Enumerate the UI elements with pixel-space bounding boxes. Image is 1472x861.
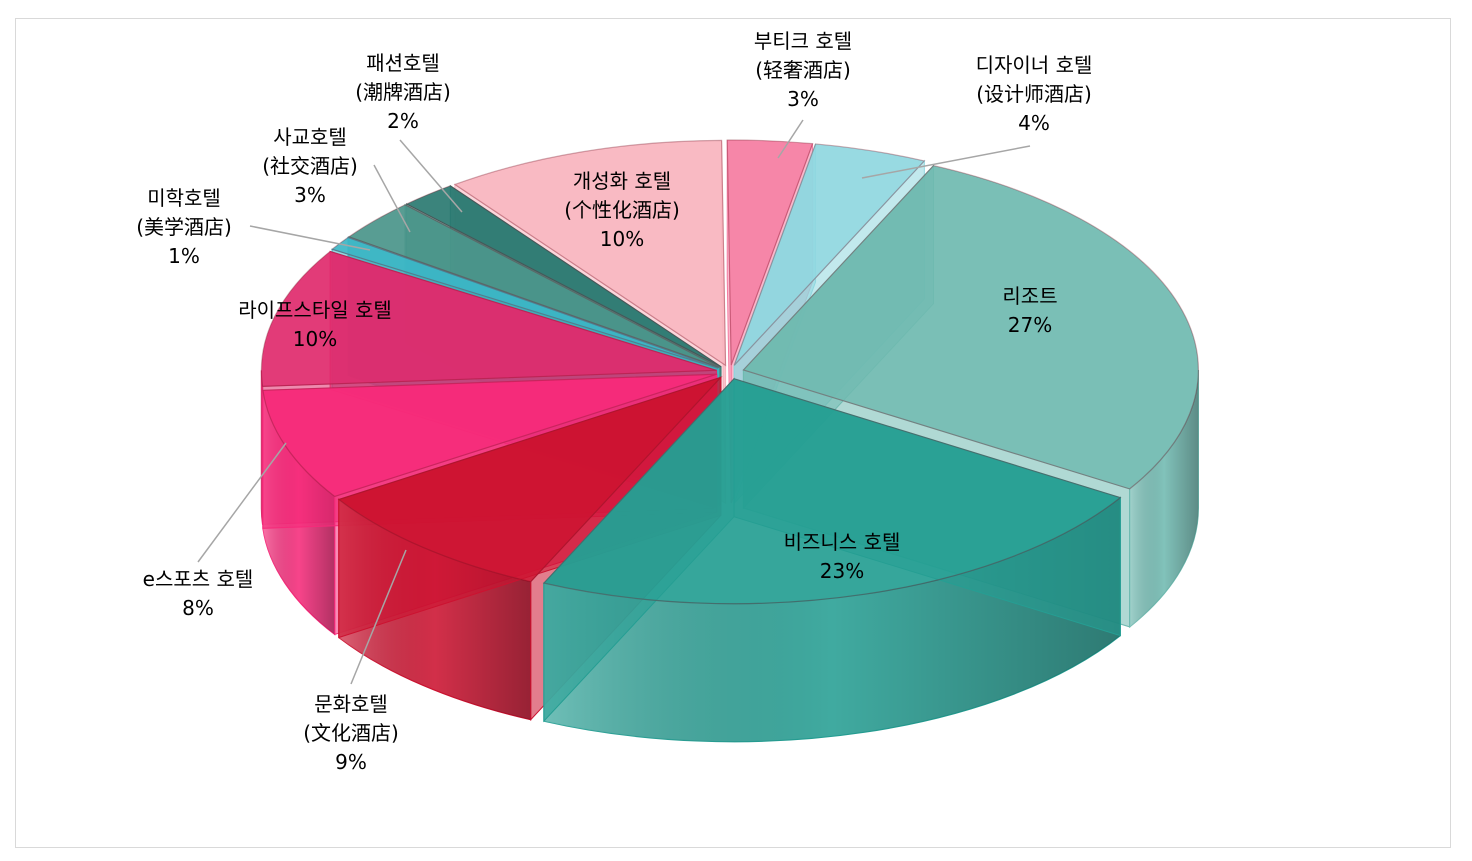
data-label-10: 개성화 호텔 (个性化酒店) 10% [564,169,680,251]
data-label-1: 디자이너 호텔 (设计师酒店) 4% [976,53,1093,135]
slice-5 [262,373,717,498]
slice-percent: 4% [1018,111,1050,135]
data-label-9: 패션호텔 (潮牌酒店) 2% [355,51,451,133]
slice-subname: (社交酒店) [262,154,358,178]
slice-side-shade-2 [1129,369,1199,627]
slice-side-shade-3 [543,497,1121,742]
slice-percent: 1% [168,244,200,268]
slice-percent: 3% [294,183,326,207]
slice-percent: 10% [600,227,644,251]
data-label-8: 사교호텔 (社交酒店) 3% [262,125,358,207]
slice-name: 부티크 호텔 [754,29,852,53]
slice-percent: 23% [820,559,864,583]
data-labels: 부티크 호텔 (轻奢酒店) 3% 디자이너 호텔 (设计师酒店) 4% 리조트 27% 비즈니스… [136,29,1092,774]
slice-4 [337,376,723,583]
slice-name: 개성화 호텔 [573,169,671,193]
slice-tops [260,139,1199,605]
leader-lines [197,119,1031,685]
slice-percent: 3% [787,87,819,111]
slice-subname: (文化酒店) [303,721,399,745]
slice-percent: 10% [293,327,337,351]
leader-line-1 [861,145,1031,179]
data-label-0: 부티크 호텔 (轻奢酒店) 3% [754,29,852,111]
slice-name: 문화호텔 [314,692,388,716]
slice-9 [405,185,722,368]
slice-10 [453,139,727,367]
data-label-5: e스포츠 호텔 8% [143,567,254,620]
slice-name: 미학호텔 [147,186,221,210]
data-label-4: 문화호텔 (文化酒店) 9% [303,692,399,774]
leader-line-5 [197,442,287,563]
slice-subname: (个性化酒店) [564,198,680,222]
leader-line-0 [777,119,804,159]
slice-name: 디자이너 호텔 [976,53,1093,77]
slice-name: e스포츠 호텔 [143,567,254,591]
slice-name: 비즈니스 호텔 [784,530,901,554]
leader-line-8 [373,164,411,233]
data-label-6: 라이프스타일 호텔 10% [238,298,392,351]
slice-2 [742,164,1199,490]
slice-0 [726,139,814,366]
data-label-3: 비즈니스 호텔 23% [784,530,901,583]
data-label-7: 미학호텔 (美学酒店) 1% [136,186,232,268]
data-label-2: 리조트 27% [1002,284,1057,337]
slice-name: 라이프스타일 호텔 [238,298,392,322]
slice-6 [260,250,717,388]
slice-subname: (设计师酒店) [976,82,1092,106]
slice-subname: (潮牌酒店) [355,80,451,104]
leader-line-9 [399,139,463,213]
leader-line-7 [249,225,371,251]
slice-name: 사교호텔 [273,125,347,149]
slice-1 [733,143,926,366]
slice-percent: 9% [335,750,367,774]
slice-name: 리조트 [1002,284,1057,308]
slice-8 [347,204,720,368]
slice-name: 패션호텔 [366,51,440,75]
slice-3 [542,378,1122,605]
slice-subname: (轻奢酒店) [755,58,851,82]
slice-subname: (美学酒店) [136,215,232,239]
slice-percent: 27% [1008,313,1052,337]
slice-percent: 8% [182,596,214,620]
slice-percent: 2% [387,109,419,133]
leader-line-4 [350,549,407,685]
